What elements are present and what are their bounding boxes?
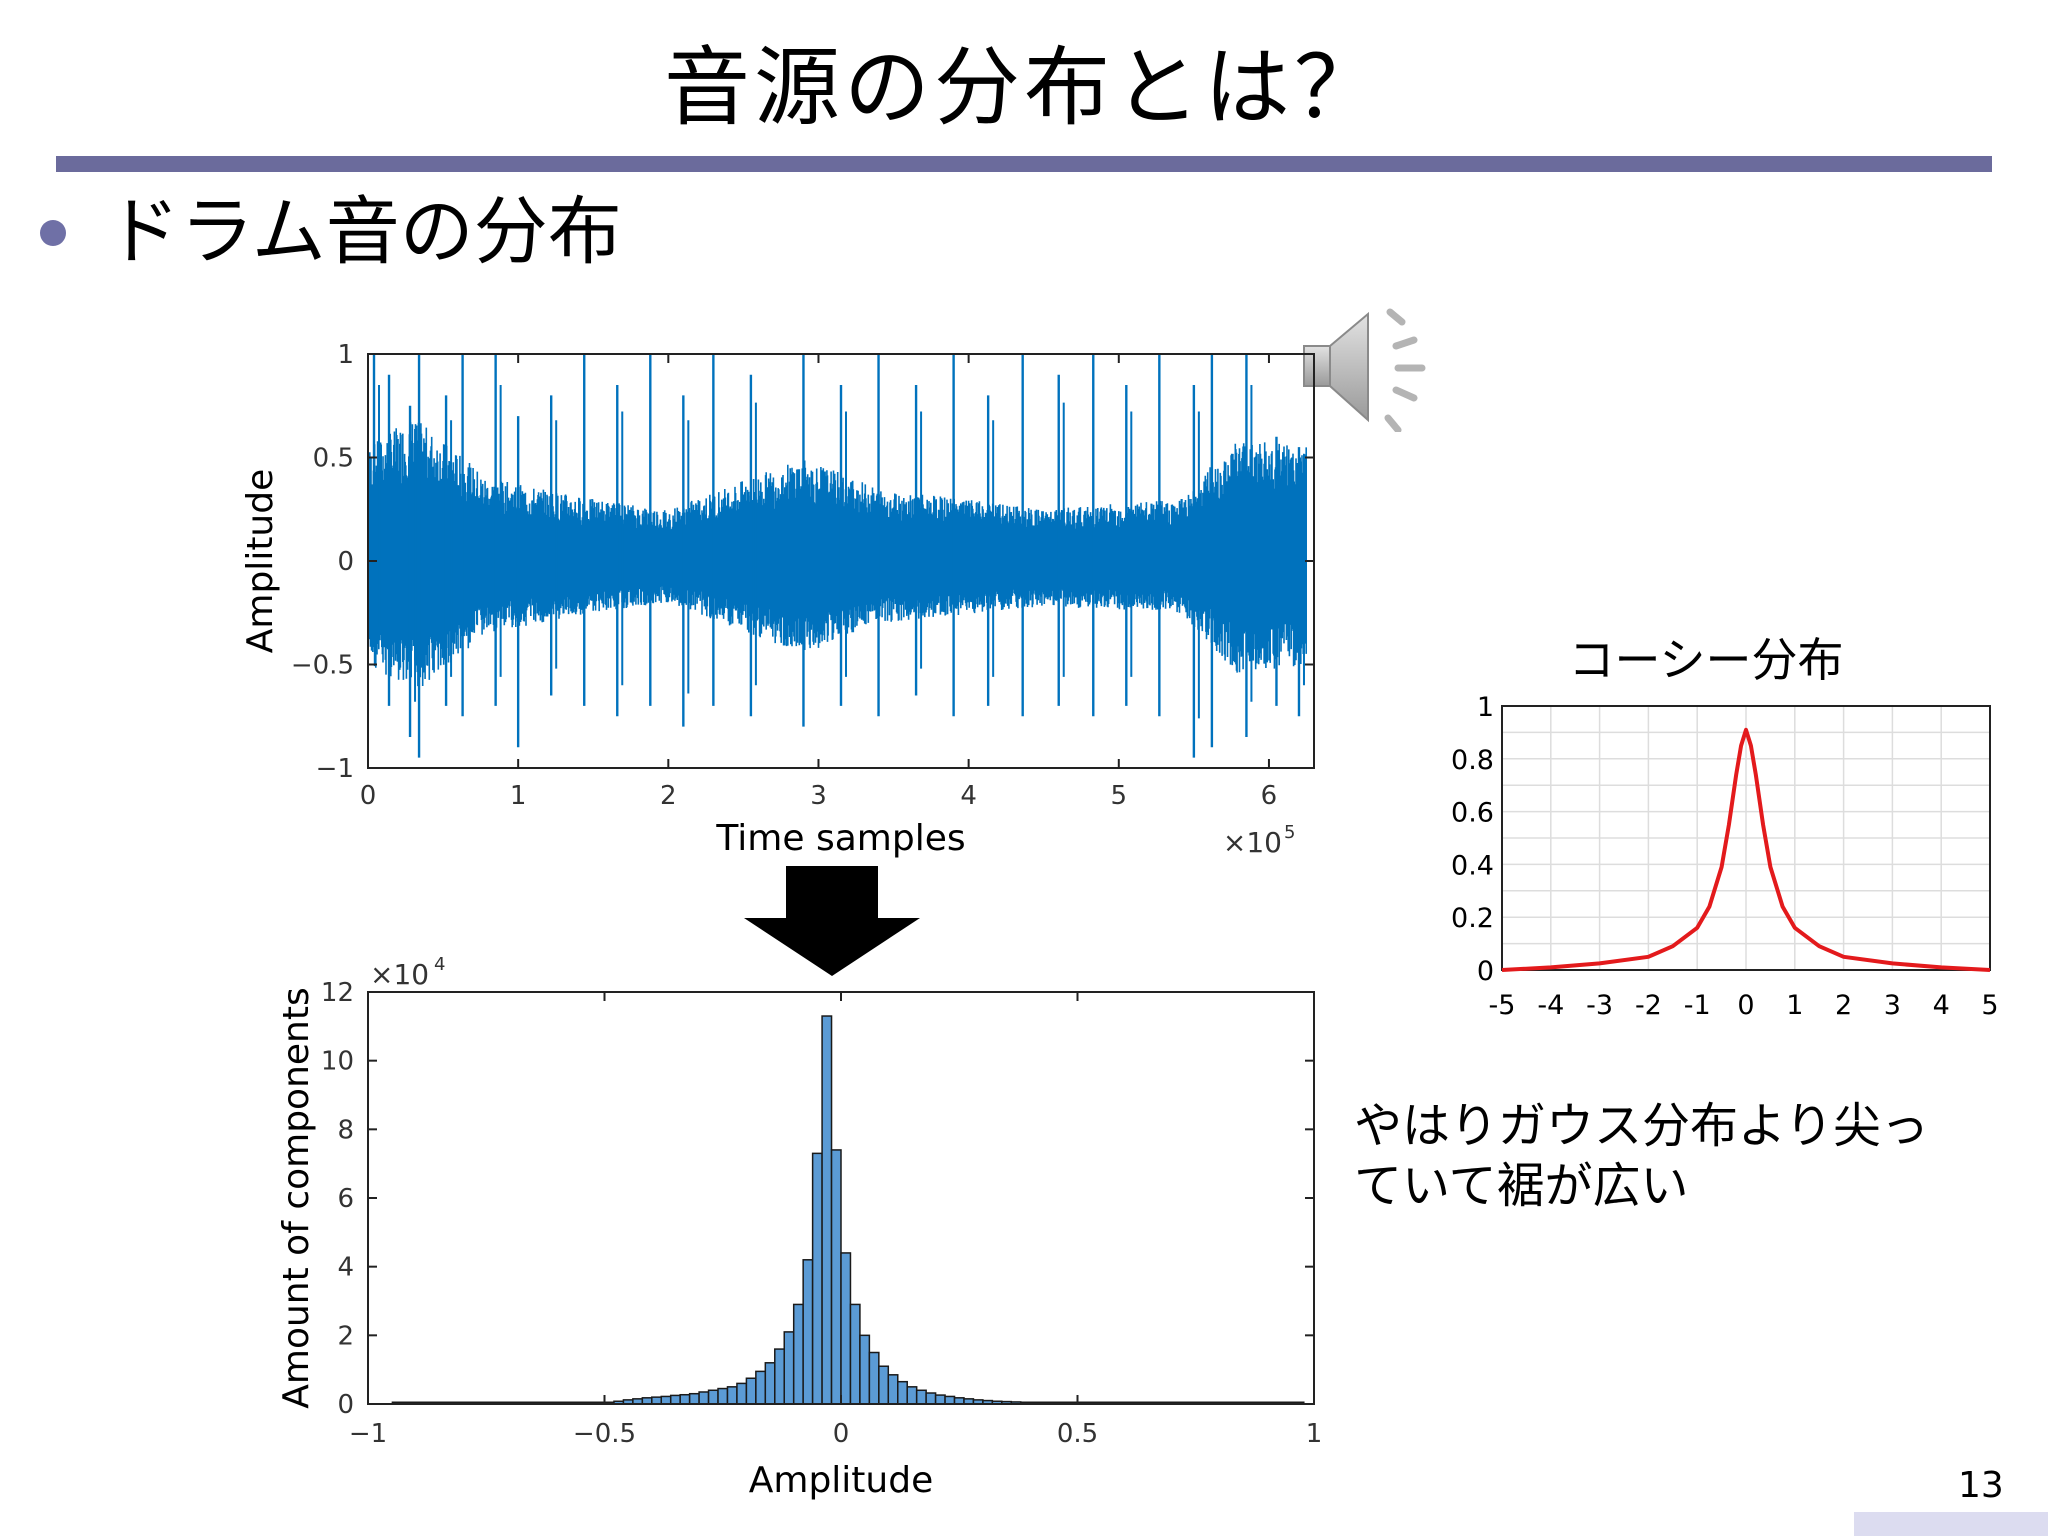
histogram-bar: [764, 1362, 776, 1405]
histogram-bar: [679, 1393, 691, 1405]
histogram-bar: [887, 1374, 899, 1405]
histogram-bar: [688, 1392, 700, 1405]
histogram-bar: [736, 1382, 748, 1405]
y-tick-label: 0: [337, 1390, 354, 1420]
cauchy-series: [1501, 727, 1991, 972]
y-tick-label: −0.5: [291, 651, 354, 681]
footer-bar: [1854, 1512, 2048, 1536]
note-line: やはりガウス分布より尖っ: [1354, 1098, 1930, 1154]
cauchy-chart: -5 -4 -3 -2 -1 0 1 2 3 4 5 0 0.2 0.4 0.6 0.8 1 コーシー分布: [1451, 633, 1999, 1021]
page-number: 13: [1958, 1465, 2004, 1506]
histogram-bar: [811, 1152, 823, 1405]
histogram-bar: [821, 1015, 833, 1405]
histogram-bar: [925, 1392, 937, 1405]
note-text: やはりガウス分布より尖っ ていて裾が広い: [1354, 1096, 1954, 1216]
x-multiplier: ×10: [1223, 826, 1282, 859]
waveform-series: [367, 422, 1307, 687]
histogram-bar: [878, 1365, 890, 1405]
x-tick-label: -3: [1586, 990, 1613, 1021]
y-axis-label: Amount of components: [276, 987, 317, 1408]
y-multiplier-exponent: 4: [434, 954, 445, 975]
x-tick-label: 0: [1737, 990, 1754, 1021]
bullet-text: ドラム音の分布: [106, 189, 622, 275]
histogram-bar: [859, 1334, 871, 1405]
speaker-icon[interactable]: [1300, 302, 1450, 432]
histogram-bar: [849, 1303, 861, 1405]
x-tick-label: 4: [1933, 990, 1950, 1021]
x-axis-label: Time samples: [715, 818, 965, 859]
x-tick-label: -4: [1537, 990, 1564, 1021]
histogram-bar: [717, 1387, 729, 1405]
histogram-bar: [802, 1259, 814, 1405]
histogram-bar: [707, 1389, 719, 1405]
x-tick-label: 5: [1981, 990, 1998, 1021]
x-tick-label: −1: [349, 1419, 387, 1449]
y-tick-label: 0.6: [1451, 798, 1494, 829]
x-tick-label: 0.5: [1057, 1419, 1098, 1449]
title-divider: [56, 156, 1992, 172]
y-tick-label: 0: [1477, 956, 1494, 987]
histogram-bar: [651, 1396, 663, 1405]
y-tick-label: 8: [337, 1115, 354, 1145]
histogram-bar: [840, 1252, 852, 1405]
histogram-bar: [660, 1395, 672, 1405]
x-tick-label: 0: [360, 781, 377, 811]
x-axis-label: Amplitude: [749, 1460, 933, 1501]
y-tick-label: 2: [337, 1321, 354, 1351]
bullet-icon: [40, 220, 66, 246]
y-tick-label: 12: [321, 978, 354, 1008]
y-tick-label: 1: [1477, 692, 1494, 723]
histogram-bar: [868, 1351, 880, 1405]
y-tick-label: 10: [321, 1047, 354, 1077]
y-tick-label: 1: [337, 340, 354, 370]
histogram-bar: [792, 1303, 804, 1405]
x-tick-label: 0: [833, 1419, 850, 1449]
x-multiplier-exponent: 5: [1284, 822, 1295, 843]
down-arrow-icon: [744, 866, 920, 976]
histogram-bar: [934, 1394, 946, 1405]
y-tick-label: 4: [337, 1253, 354, 1283]
histogram-bar: [944, 1395, 956, 1405]
x-tick-label: 2: [660, 781, 677, 811]
note-line: ていて裾が広い: [1354, 1158, 1689, 1214]
x-tick-label: -2: [1635, 990, 1662, 1021]
histogram-bar: [915, 1389, 927, 1405]
x-tick-label: 1: [510, 781, 527, 811]
x-tick-label: 6: [1261, 781, 1278, 811]
x-tick-label: 4: [960, 781, 977, 811]
y-tick-label: 0.2: [1451, 903, 1494, 934]
x-tick-label: 3: [1884, 990, 1901, 1021]
histogram-bar: [783, 1331, 795, 1405]
x-tick-label: 3: [810, 781, 827, 811]
x-tick-label: 1: [1306, 1419, 1323, 1449]
y-tick-label: 0.5: [313, 444, 354, 474]
y-tick-label: 0.8: [1451, 745, 1494, 776]
y-axis-label: Amplitude: [240, 469, 281, 653]
plot-frame: [1501, 705, 1991, 971]
y-tick-label: 0.4: [1451, 850, 1494, 881]
histogram-bar: [745, 1377, 757, 1405]
x-tick-label: 2: [1835, 990, 1852, 1021]
histogram-bar: [897, 1380, 908, 1405]
x-tick-label: -1: [1684, 990, 1711, 1021]
x-tick-label: 5: [1111, 781, 1128, 811]
histogram-bar: [755, 1370, 767, 1405]
chart-title: コーシー分布: [1568, 633, 1843, 687]
slide-title: 音源の分布とは？: [664, 38, 1384, 138]
histogram-bar: [726, 1386, 738, 1405]
histogram-bar: [830, 1149, 842, 1405]
y-tick-label: 0: [337, 547, 354, 577]
histogram-bar: [698, 1391, 710, 1405]
x-tick-label: 1: [1786, 990, 1803, 1021]
x-tick-label: −0.5: [573, 1419, 636, 1449]
y-multiplier: ×10: [370, 958, 429, 991]
histogram-bar: [669, 1394, 681, 1405]
y-tick-label: 6: [337, 1184, 354, 1214]
y-tick-label: −1: [316, 754, 354, 784]
histogram-bar: [774, 1348, 785, 1405]
x-tick-label: -5: [1489, 990, 1516, 1021]
histogram-bar: [906, 1386, 918, 1405]
